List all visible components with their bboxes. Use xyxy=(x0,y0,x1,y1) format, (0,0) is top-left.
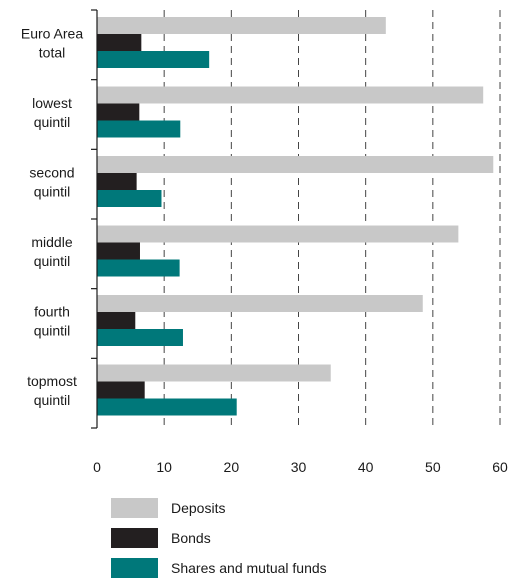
category-label: second quintil xyxy=(29,165,74,200)
legend: Deposits Bonds Shares and mutual funds xyxy=(111,498,327,578)
x-tick-label: 60 xyxy=(492,459,508,475)
category-label: Euro Area total xyxy=(21,26,83,61)
legend-label: Shares and mutual funds xyxy=(171,560,327,576)
category-labels: Euro Area total lowest quintil second quintil… xyxy=(21,26,83,409)
axes xyxy=(91,9,98,429)
bar-bonds-1 xyxy=(97,103,140,121)
bar-bonds-0 xyxy=(97,34,142,51)
bars xyxy=(97,17,494,416)
bar-shares-and-mutual-funds-2 xyxy=(97,190,162,207)
bar-shares-and-mutual-funds-0 xyxy=(97,51,210,68)
legend-swatch-shares-and-mutual-funds xyxy=(111,558,158,578)
category-label: topmost quintil xyxy=(27,373,77,408)
bar-deposits-3 xyxy=(97,225,459,243)
x-tick-label: 20 xyxy=(224,459,240,475)
legend-swatch-bonds xyxy=(111,528,158,548)
category-label: lowest quintil xyxy=(32,95,72,130)
bar-shares-and-mutual-funds-1 xyxy=(97,120,181,138)
legend-label: Bonds xyxy=(171,530,211,546)
bar-deposits-0 xyxy=(97,17,386,34)
category-label: middle quintil xyxy=(31,234,72,269)
legend-swatch-deposits xyxy=(111,498,158,518)
bar-deposits-4 xyxy=(97,295,423,312)
x-tick-label: 10 xyxy=(156,459,172,475)
bar-shares-and-mutual-funds-5 xyxy=(97,398,237,416)
bar-bonds-2 xyxy=(97,173,137,190)
bar-bonds-3 xyxy=(97,242,140,260)
gridlines xyxy=(163,10,501,428)
category-label: fourth quintil xyxy=(34,304,71,339)
x-tick-label: 30 xyxy=(291,459,307,475)
legend-label: Deposits xyxy=(171,500,225,516)
bar-deposits-5 xyxy=(97,364,331,382)
bar-shares-and-mutual-funds-4 xyxy=(97,329,183,346)
bar-deposits-1 xyxy=(97,86,484,104)
x-tick-label: 0 xyxy=(93,459,101,475)
x-tick-labels: 0 10 20 30 40 50 60 xyxy=(93,459,508,475)
bar-shares-and-mutual-funds-3 xyxy=(97,259,180,277)
x-tick-label: 40 xyxy=(358,459,374,475)
x-tick-label: 50 xyxy=(425,459,441,475)
bar-bonds-5 xyxy=(97,381,145,399)
bar-deposits-2 xyxy=(97,156,494,173)
bar-bonds-4 xyxy=(97,312,136,329)
